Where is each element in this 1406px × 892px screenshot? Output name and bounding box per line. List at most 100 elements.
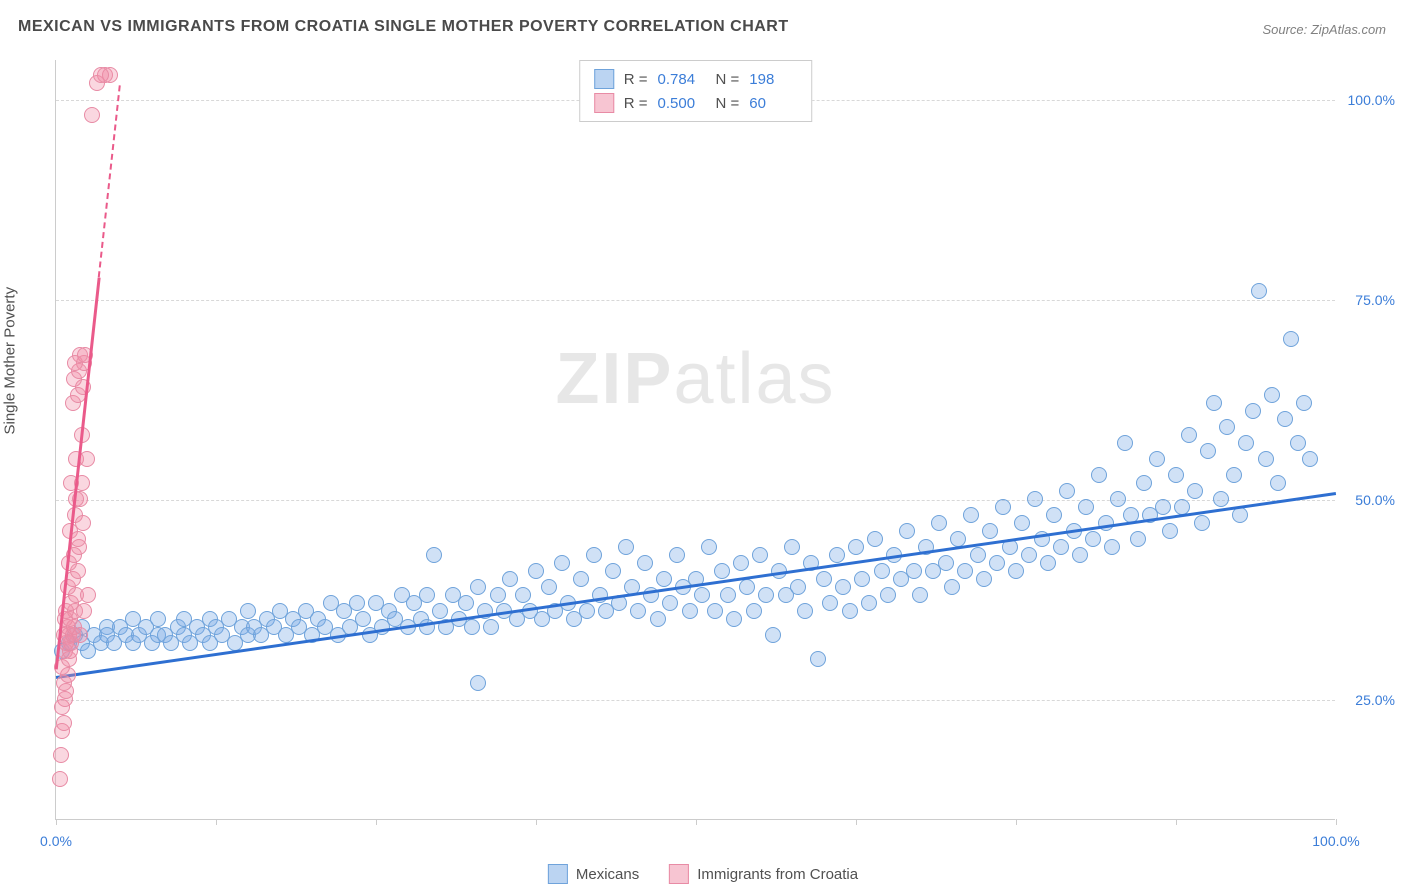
data-point — [880, 587, 896, 603]
trend-line — [56, 492, 1336, 678]
data-point — [72, 627, 88, 643]
gridline-h — [56, 700, 1335, 701]
data-point — [573, 571, 589, 587]
data-point — [1072, 547, 1088, 563]
x-tick-label: 100.0% — [1312, 833, 1359, 849]
data-point — [93, 67, 109, 83]
data-point — [1194, 515, 1210, 531]
data-point — [53, 747, 69, 763]
x-tick — [56, 819, 57, 825]
data-point — [1251, 283, 1267, 299]
x-tick — [1016, 819, 1017, 825]
r-value: 0.784 — [658, 71, 706, 88]
gridline-h — [56, 500, 1335, 501]
x-tick — [376, 819, 377, 825]
data-point — [912, 587, 928, 603]
x-tick — [856, 819, 857, 825]
r-label: R = — [624, 71, 648, 88]
data-point — [1110, 491, 1126, 507]
data-point — [528, 563, 544, 579]
data-point — [874, 563, 890, 579]
legend-item: Immigrants from Croatia — [669, 864, 858, 884]
data-point — [1155, 499, 1171, 515]
r-value: 0.500 — [658, 95, 706, 112]
data-point — [1200, 443, 1216, 459]
data-point — [656, 571, 672, 587]
data-point — [541, 579, 557, 595]
data-point — [714, 563, 730, 579]
data-point — [502, 571, 518, 587]
data-point — [1136, 475, 1152, 491]
y-tick-label: 75.0% — [1355, 292, 1395, 308]
data-point — [515, 587, 531, 603]
data-point — [150, 611, 166, 627]
legend-label: Mexicans — [576, 866, 639, 883]
data-point — [989, 555, 1005, 571]
data-point — [1162, 523, 1178, 539]
data-point — [1232, 507, 1248, 523]
plot-area: ZIPatlas25.0%50.0%75.0%100.0%0.0%100.0%R… — [55, 60, 1335, 820]
gridline-h — [56, 300, 1335, 301]
y-tick-label: 50.0% — [1355, 492, 1395, 508]
data-point — [76, 603, 92, 619]
data-point — [52, 771, 68, 787]
data-point — [1168, 467, 1184, 483]
data-point — [1296, 395, 1312, 411]
y-tick-label: 100.0% — [1348, 92, 1395, 108]
data-point — [867, 531, 883, 547]
x-tick — [536, 819, 537, 825]
data-point — [1117, 435, 1133, 451]
data-point — [970, 547, 986, 563]
data-point — [842, 603, 858, 619]
trend-line-dashed — [98, 85, 122, 277]
data-point — [490, 587, 506, 603]
data-point — [1078, 499, 1094, 515]
chart-title: MEXICAN VS IMMIGRANTS FROM CROATIA SINGL… — [18, 18, 789, 36]
data-point — [586, 547, 602, 563]
data-point — [931, 515, 947, 531]
data-point — [1085, 531, 1101, 547]
data-point — [1040, 555, 1056, 571]
legend-bottom: Mexicans Immigrants from Croatia — [548, 864, 858, 884]
data-point — [355, 611, 371, 627]
data-point — [80, 587, 96, 603]
data-point — [1290, 435, 1306, 451]
data-point — [797, 603, 813, 619]
data-point — [765, 627, 781, 643]
data-point — [995, 499, 1011, 515]
data-point — [240, 603, 256, 619]
data-point — [483, 619, 499, 635]
data-point — [822, 595, 838, 611]
legend-stats-row: R =0.784N =198 — [594, 67, 798, 91]
data-point — [854, 571, 870, 587]
data-point — [1091, 467, 1107, 483]
data-point — [79, 451, 95, 467]
data-point — [1021, 547, 1037, 563]
data-point — [662, 595, 678, 611]
data-point — [1270, 475, 1286, 491]
legend-swatch — [548, 864, 568, 884]
data-point — [419, 587, 435, 603]
data-point — [1245, 403, 1261, 419]
data-point — [618, 539, 634, 555]
n-value: 60 — [749, 95, 797, 112]
data-point — [1104, 539, 1120, 555]
legend-swatch — [669, 864, 689, 884]
data-point — [707, 603, 723, 619]
source-attribution: Source: ZipAtlas.com — [1262, 22, 1386, 37]
data-point — [720, 587, 736, 603]
legend-stats: R =0.784N =198R =0.500N =60 — [579, 60, 813, 122]
legend-swatch — [594, 69, 614, 89]
data-point — [739, 579, 755, 595]
data-point — [976, 571, 992, 587]
data-point — [835, 579, 851, 595]
n-label: N = — [716, 71, 740, 88]
data-point — [752, 547, 768, 563]
data-point — [906, 563, 922, 579]
data-point — [746, 603, 762, 619]
x-tick — [216, 819, 217, 825]
x-tick — [696, 819, 697, 825]
data-point — [963, 507, 979, 523]
data-point — [470, 675, 486, 691]
data-point — [790, 579, 806, 595]
